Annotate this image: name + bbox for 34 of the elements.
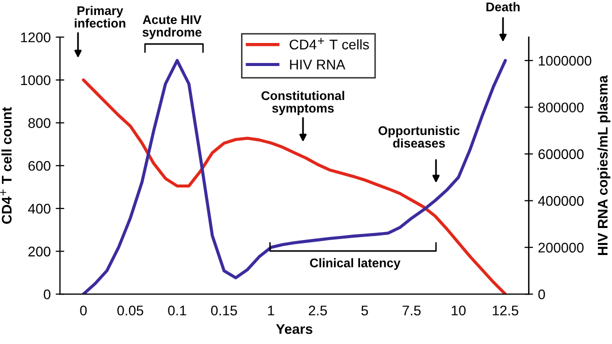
y-tick-label: 1200 xyxy=(21,32,50,42)
annotation: Constitutional symptoms xyxy=(262,90,344,116)
x-tick-label: 7.5 xyxy=(402,306,421,316)
y2-tick-label: 1000000 xyxy=(538,56,592,66)
y-axis-title: CD4$^{+}$ T cell count xyxy=(0,107,12,224)
y-tick-label: 1000 xyxy=(21,75,50,86)
y2-tick-label: 600000 xyxy=(538,149,584,160)
y2-tick-label: 400000 xyxy=(538,196,584,206)
annotation: Acute HIV syndrome xyxy=(142,15,202,40)
x-tick-label: 0 xyxy=(80,306,87,316)
x-tick-label: 0.05 xyxy=(117,306,144,316)
y-tick-label: 400 xyxy=(28,204,50,214)
text: Primary infection xyxy=(74,6,126,28)
y2-tick-label: 0 xyxy=(538,289,545,300)
x-tick-label: 0.15 xyxy=(211,306,237,316)
x-tick-label: 0.1 xyxy=(168,306,186,316)
x-tick-label: 2.5 xyxy=(308,306,327,316)
legend-label: HIV RNA xyxy=(290,60,346,70)
annotation: Opportunistic diseases xyxy=(378,126,460,148)
y-tick-label: 600 xyxy=(28,160,50,171)
x-tick-label: 5 xyxy=(361,306,368,316)
y-tick-label: 200 xyxy=(28,246,50,256)
y2-tick-label: 800000 xyxy=(538,102,584,112)
annotation: Clinical latency xyxy=(310,258,400,270)
y-tick-label: 800 xyxy=(28,118,50,128)
y2-tick-label: 200000 xyxy=(538,242,584,253)
x-axis-title: Years xyxy=(276,324,312,334)
y-tick-label: 0 xyxy=(44,289,50,300)
x-tick-label: 1 xyxy=(268,306,274,316)
y2-axis-title: HIV RNA copies/mL plasma xyxy=(597,75,610,256)
text: Death xyxy=(486,2,520,12)
legend-label: CD4$^{+}$ T cells xyxy=(290,38,369,50)
x-tick-label: 12.5 xyxy=(492,306,518,316)
x-tick-label: 10 xyxy=(452,306,466,316)
